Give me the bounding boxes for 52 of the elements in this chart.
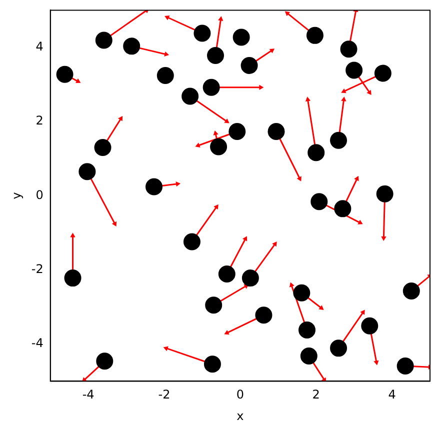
point bbox=[228, 123, 246, 140]
y-axis-title: y bbox=[9, 192, 24, 200]
y-tick-label: 4 bbox=[36, 39, 44, 54]
point bbox=[207, 46, 224, 64]
point bbox=[308, 144, 325, 162]
point bbox=[204, 356, 221, 373]
point bbox=[232, 28, 250, 46]
point bbox=[183, 233, 200, 250]
point bbox=[293, 284, 310, 302]
x-tick-label: 2 bbox=[312, 388, 320, 402]
point bbox=[95, 32, 112, 49]
point bbox=[340, 40, 358, 58]
point bbox=[330, 340, 348, 357]
point bbox=[94, 138, 112, 156]
point bbox=[361, 317, 378, 334]
point bbox=[202, 78, 220, 96]
point bbox=[255, 306, 272, 324]
point bbox=[205, 296, 222, 314]
point bbox=[194, 24, 211, 42]
x-tick-label: 4 bbox=[388, 388, 396, 402]
y-tick-label: -2 bbox=[31, 262, 44, 276]
point bbox=[374, 64, 392, 82]
point bbox=[396, 357, 414, 374]
point bbox=[242, 270, 259, 287]
x-tick-label: -4 bbox=[82, 388, 94, 402]
point bbox=[300, 347, 318, 364]
point bbox=[334, 200, 352, 218]
point bbox=[123, 38, 140, 55]
point bbox=[218, 265, 236, 282]
point bbox=[346, 62, 363, 79]
point bbox=[268, 123, 285, 140]
point bbox=[330, 132, 348, 149]
point bbox=[240, 56, 258, 74]
x-axis-title: x bbox=[236, 408, 244, 423]
x-tick-label: 0 bbox=[236, 388, 244, 402]
x-tick-label: -2 bbox=[158, 388, 170, 402]
point bbox=[64, 270, 82, 287]
point bbox=[156, 66, 174, 84]
point bbox=[78, 163, 96, 180]
point bbox=[56, 66, 74, 83]
point bbox=[402, 282, 420, 300]
point bbox=[376, 185, 394, 202]
point bbox=[146, 178, 163, 196]
point bbox=[310, 193, 328, 210]
point bbox=[182, 88, 199, 105]
point bbox=[306, 26, 324, 44]
y-tick-label: 0 bbox=[36, 188, 44, 202]
y-tick-label: 2 bbox=[36, 114, 44, 128]
point bbox=[298, 322, 316, 338]
y-tick-label: -4 bbox=[31, 336, 44, 350]
point bbox=[210, 138, 228, 156]
point bbox=[96, 352, 114, 370]
